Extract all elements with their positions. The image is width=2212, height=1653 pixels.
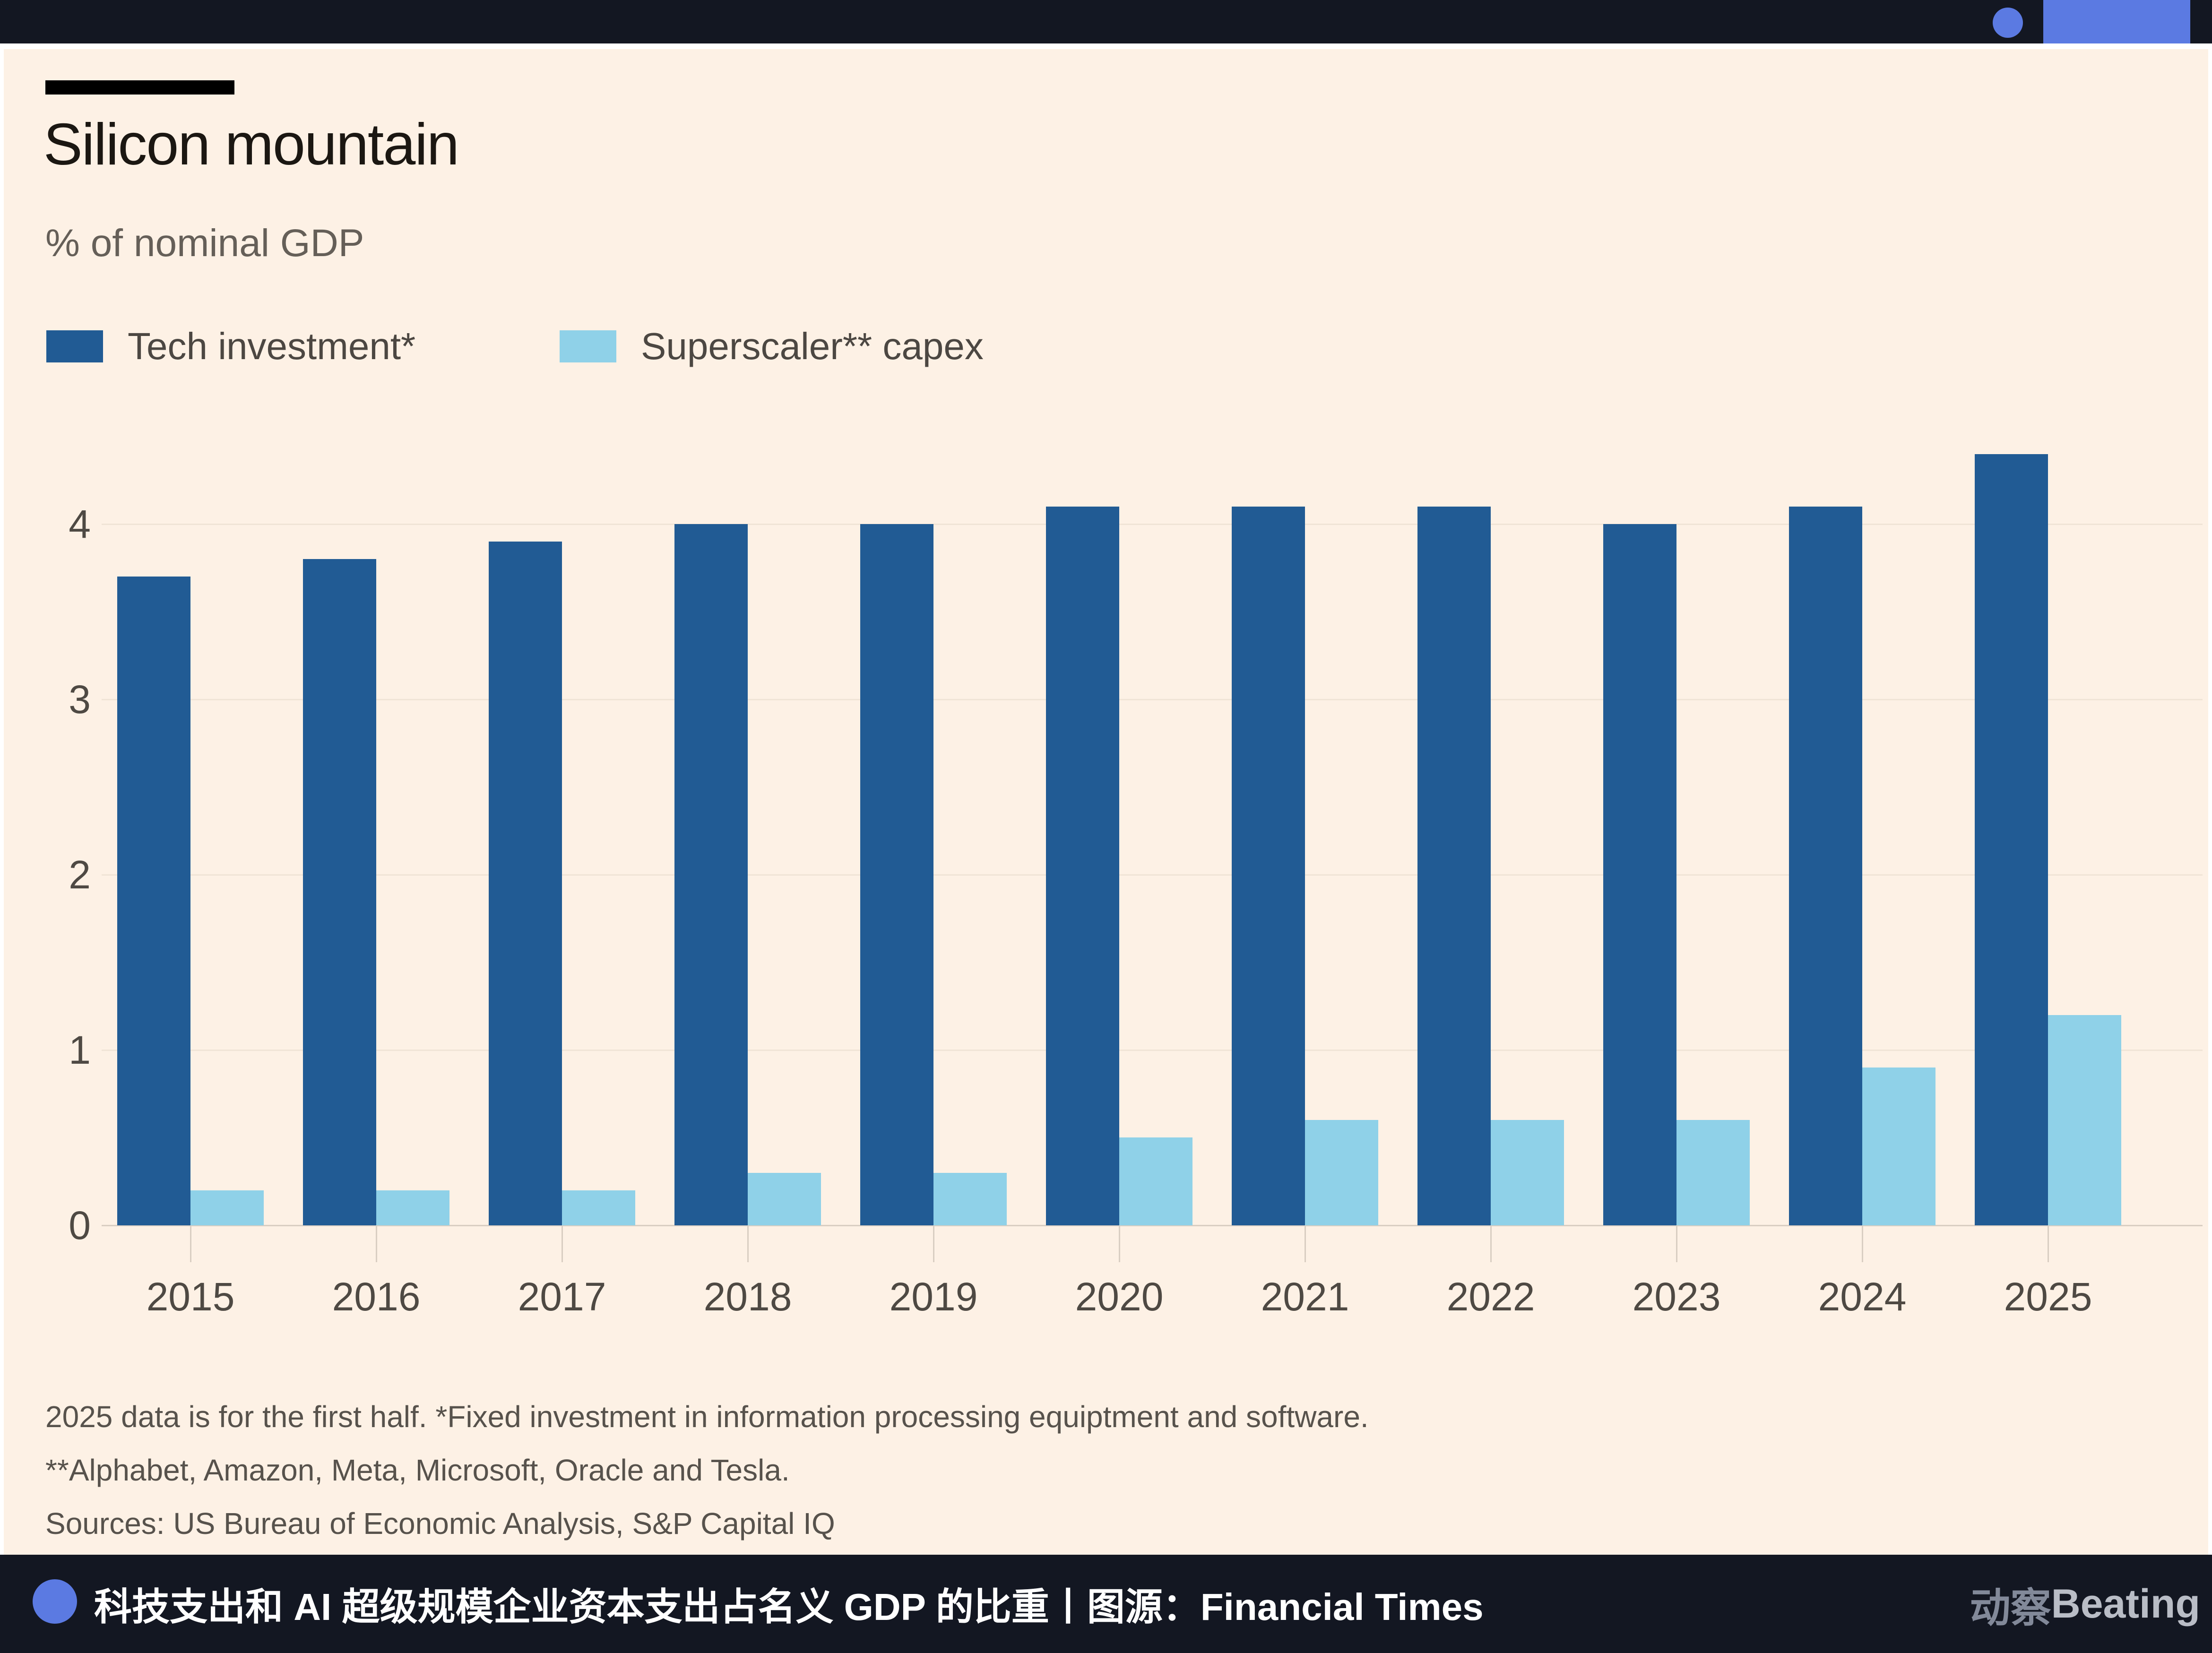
bar-tech-investment-2020 — [1046, 507, 1119, 1225]
x-axis-label-2018: 2018 — [703, 1274, 792, 1319]
x-axis-baseline — [102, 1225, 2203, 1226]
bar-superscaler-capex-2025 — [2048, 1015, 2121, 1225]
legend-item-superscaler-capex: Superscaler** capex — [560, 325, 984, 367]
brand-logo-cn: 动察 — [1970, 1585, 2051, 1631]
footnotes: 2025 data is for the first half. *Fixed … — [45, 1390, 1369, 1550]
x-axis-label-2024: 2024 — [1818, 1274, 1907, 1319]
x-axis-tick-2018 — [747, 1225, 749, 1262]
x-axis-tick-2016 — [376, 1225, 377, 1262]
x-axis-label-2019: 2019 — [889, 1274, 978, 1319]
x-axis-tick-2020 — [1119, 1225, 1120, 1262]
caption-text: 科技支出和 AI 超级规模企业资本支出占名义 GDP 的比重丨图源：Financ… — [94, 1586, 1484, 1628]
bar-tech-investment-2015 — [117, 577, 190, 1225]
bullet-dot-icon — [33, 1579, 77, 1624]
x-axis-label-2017: 2017 — [518, 1274, 606, 1319]
footnote-line: 2025 data is for the first half. *Fixed … — [45, 1400, 1369, 1434]
x-axis-tick-2017 — [562, 1225, 563, 1262]
accent-rectangle — [2043, 0, 2190, 43]
bar-tech-investment-2021 — [1232, 507, 1305, 1225]
bar-tech-investment-2018 — [674, 524, 748, 1225]
bar-superscaler-capex-2023 — [1676, 1120, 1750, 1225]
accent-dot-icon — [1993, 8, 2023, 38]
gridline-2 — [102, 874, 2203, 876]
bar-superscaler-capex-2018 — [748, 1173, 821, 1225]
gridline-4 — [102, 524, 2203, 525]
bar-tech-investment-2025 — [1975, 454, 2048, 1225]
bar-superscaler-capex-2022 — [1491, 1120, 1564, 1225]
x-axis-tick-2019 — [933, 1225, 934, 1262]
x-axis-label-2022: 2022 — [1446, 1274, 1535, 1319]
gridline-3 — [102, 699, 2203, 700]
y-axis-label-1: 1 — [69, 1028, 91, 1072]
x-axis-label-2021: 2021 — [1261, 1274, 1349, 1319]
bar-superscaler-capex-2021 — [1305, 1120, 1378, 1225]
chart-title: Silicon mountain — [43, 112, 459, 177]
bar-tech-investment-2023 — [1603, 524, 1676, 1225]
bottom-bar: 科技支出和 AI 超级规模企业资本支出占名义 GDP 的比重丨图源：Financ… — [0, 1555, 2212, 1653]
legend-item-tech-investment: Tech investment* — [46, 325, 415, 367]
x-axis-tick-2024 — [1862, 1225, 1863, 1262]
brand-logo: 动察 Beating — [1970, 1555, 2200, 1653]
y-axis-label-0: 0 — [69, 1203, 91, 1248]
x-axis-tick-2021 — [1305, 1225, 1306, 1262]
x-axis-tick-2023 — [1676, 1225, 1677, 1262]
x-axis-tick-2025 — [2048, 1225, 2049, 1262]
bar-superscaler-capex-2015 — [190, 1190, 264, 1225]
chart-subtitle: % of nominal GDP — [45, 222, 364, 265]
bar-superscaler-capex-2024 — [1862, 1068, 1936, 1225]
legend-swatch-icon — [46, 330, 103, 362]
legend-label: Tech investment* — [128, 325, 416, 367]
bar-tech-investment-2016 — [303, 559, 376, 1225]
footnote-line: **Alphabet, Amazon, Meta, Microsoft, Ora… — [45, 1453, 790, 1487]
x-axis-label-2020: 2020 — [1075, 1274, 1164, 1319]
kicker-bar — [45, 80, 234, 95]
bar-tech-investment-2022 — [1417, 507, 1491, 1225]
legend-swatch-icon — [560, 330, 616, 362]
x-axis-label-2015: 2015 — [146, 1274, 235, 1319]
bar-superscaler-capex-2019 — [933, 1173, 1007, 1225]
x-axis-label-2025: 2025 — [2004, 1274, 2092, 1319]
bar-superscaler-capex-2017 — [562, 1190, 635, 1225]
y-axis-label-3: 3 — [69, 677, 91, 722]
x-axis-label-2016: 2016 — [332, 1274, 421, 1319]
x-axis-label-2023: 2023 — [1632, 1274, 1721, 1319]
y-axis-label-2: 2 — [69, 852, 91, 897]
x-axis-tick-2015 — [190, 1225, 191, 1262]
bar-superscaler-capex-2020 — [1119, 1137, 1192, 1225]
bar-tech-investment-2024 — [1789, 507, 1862, 1225]
gridline-1 — [102, 1050, 2203, 1051]
footnote-line: Sources: US Bureau of Economic Analysis,… — [45, 1507, 835, 1541]
legend-label: Superscaler** capex — [641, 325, 984, 367]
bar-superscaler-capex-2016 — [376, 1190, 449, 1225]
bar-tech-investment-2019 — [860, 524, 933, 1225]
top-bar — [0, 0, 2212, 43]
brand-logo-en: Beating — [2051, 1581, 2200, 1627]
x-axis-tick-2022 — [1490, 1225, 1492, 1262]
bar-tech-investment-2017 — [489, 542, 562, 1225]
y-axis-label-4: 4 — [69, 502, 91, 546]
